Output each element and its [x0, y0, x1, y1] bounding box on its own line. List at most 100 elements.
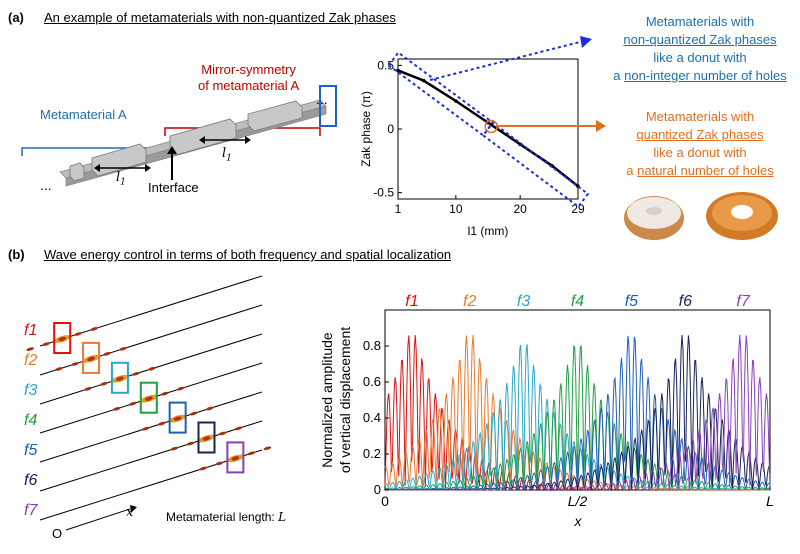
blue-callout-line1: Metamaterials with [645, 14, 755, 29]
interface-arrow-head [167, 146, 177, 154]
zak-xtick-label: 20 [513, 202, 527, 216]
blue-dotted-arrow [429, 41, 581, 81]
orange-callout-line4: natural number of holes [637, 163, 774, 178]
x-axis-arrow-head [130, 505, 137, 513]
orange-callout-line1: Metamaterials with [645, 109, 755, 124]
amp-xtick-label: L [766, 493, 774, 509]
energy-side [141, 426, 150, 431]
unit-cell-box [319, 85, 337, 127]
l1-label-left: l1 [116, 170, 126, 188]
amp-freq-label-f2: f2 [463, 293, 476, 310]
freq-label-5: f5 [24, 442, 37, 459]
length-symbol: L [278, 510, 287, 524]
zak-x-axis-label: l1 (mm) [468, 224, 509, 238]
freq-label-3: f3 [24, 382, 37, 399]
zak-point [396, 68, 400, 73]
l1-letter: l [116, 170, 121, 185]
energy-side [247, 451, 256, 456]
energy-side [84, 387, 92, 391]
panel-a-heading: An example of metamaterials with non-qua… [44, 10, 396, 25]
energy-core [173, 416, 182, 421]
l1-label-right: l1 [222, 146, 232, 164]
glazed-donut-icon [706, 192, 778, 240]
freq-label-1: f1 [24, 322, 37, 339]
amplitude-chart: f1 f2 f3 f4 f5 f6 f7 0 0.2 0.4 0.6 0.8 0 L/2 L Normal… [319, 293, 774, 529]
energy-core [231, 456, 240, 461]
orange-arrow-head [596, 120, 606, 132]
energy-side [186, 441, 195, 446]
zak-xtick-label: 29 [571, 202, 585, 216]
mirror-line1: Mirror-symmetry [201, 62, 296, 77]
amp-ytick-label: 0.6 [363, 374, 381, 389]
metamaterial-a-label: Metamaterial A [40, 107, 127, 122]
mirror-line2: of metamaterial A [198, 78, 300, 93]
callout-arrows [429, 36, 606, 132]
zak-ytick-label: 0.5 [377, 58, 394, 72]
energy-core [58, 336, 67, 342]
amp-xtick-label: L/2 [568, 493, 588, 509]
waveguide-schematic: ... ... [21, 85, 337, 193]
energy-side [157, 421, 166, 426]
energy-side [26, 347, 35, 351]
length-prefix: Metamaterial length: [166, 510, 279, 524]
energy-core [144, 396, 153, 401]
energy-side [160, 391, 169, 396]
amp-freq-label-f6: f6 [679, 293, 692, 310]
energy-core [202, 436, 211, 441]
l1-letter: l [222, 146, 227, 161]
amp-ytick-label: 0.4 [363, 410, 381, 425]
energy-side [119, 346, 127, 351]
energy-side [42, 342, 51, 346]
waveguide-line [39, 391, 263, 463]
energy-side [170, 446, 179, 451]
amp-y-label-line2: of vertical displacement [337, 327, 353, 473]
mirror-label: Mirror-symmetry of metamaterial A [198, 62, 299, 94]
orange-callout-line2: quantized Zak phases [636, 127, 764, 142]
quantized-point-circle [484, 119, 498, 134]
energy-core [116, 376, 124, 382]
zak-ytick-label: -0.5 [373, 186, 394, 200]
energy-side [132, 371, 140, 376]
panel-b-heading: Wave energy control in terms of both fre… [44, 247, 452, 262]
amp-freq-label-f5: f5 [625, 293, 638, 310]
zak-point [421, 78, 426, 83]
freq-label-7: f7 [24, 502, 38, 519]
l1-subscript: 1 [226, 153, 232, 164]
frequency-box [139, 381, 158, 414]
waveguide-beam [59, 99, 327, 187]
energy-side [234, 426, 243, 431]
waveguide-lines-schematic: f1 f2 f3 f4 f5 f6 f7 x O [24, 275, 272, 541]
right-dots: ... [316, 91, 328, 107]
energy-side [189, 411, 198, 416]
freq-label-2: f2 [24, 352, 37, 369]
amp-freq-label-f4: f4 [571, 293, 584, 310]
blue-callout-line3: like a donut with [653, 50, 747, 65]
orange-callout-line3: like a donut with [653, 145, 747, 160]
amp-xtick-label: 0 [381, 493, 389, 509]
panel-b-label: (b) [8, 247, 25, 262]
amp-y-label-line1: Normalized amplitude [319, 332, 335, 468]
energy-core [87, 356, 95, 362]
frequency-box [197, 421, 216, 454]
energy-side [205, 406, 214, 411]
energy-side [100, 381, 108, 386]
orange-callout-prefix: a [626, 163, 638, 178]
energy-side [148, 366, 156, 371]
amp-ytick-label: 0 [374, 482, 381, 497]
waveguide-line [39, 420, 263, 492]
energy-side [199, 466, 208, 471]
interface-label: Interface [148, 180, 199, 195]
amp-freq-label-f3: f3 [517, 293, 530, 310]
energy-side [112, 406, 121, 411]
amp-ytick-label: 0.2 [363, 446, 381, 461]
frequency-box [168, 401, 187, 434]
frequency-box [110, 361, 129, 394]
zak-xtick-label: 10 [449, 202, 463, 216]
powdered-donut-icon [624, 196, 684, 240]
waveguide-line [39, 449, 263, 521]
l1-subscript: 1 [120, 177, 126, 188]
lower-dotted-box [481, 121, 590, 209]
freq-label-4: f4 [24, 412, 37, 429]
energy-side [90, 327, 99, 331]
blue-callout-line2: non-quantized Zak phases [623, 32, 777, 47]
